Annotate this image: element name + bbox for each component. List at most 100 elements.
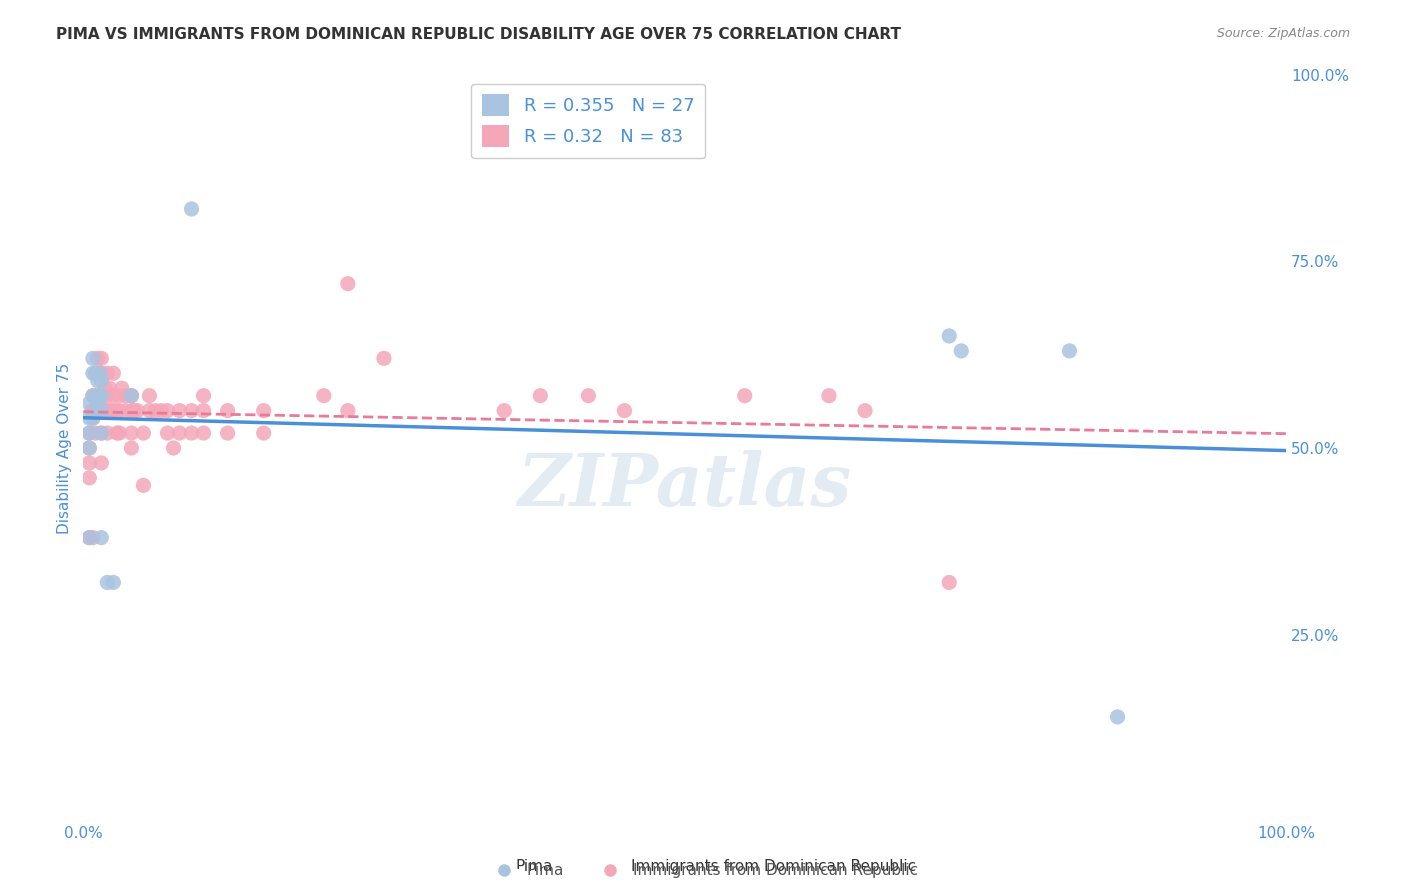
- Point: [114, 389, 136, 403]
- Point: [87, 389, 110, 403]
- Point: [89, 389, 111, 403]
- Point: [156, 403, 179, 417]
- Point: [90, 531, 112, 545]
- Point: [111, 381, 134, 395]
- Point: [79, 396, 101, 410]
- Point: [87, 351, 110, 366]
- Text: ZIPatlas: ZIPatlas: [517, 450, 852, 521]
- Point: [79, 441, 101, 455]
- Point: [312, 389, 335, 403]
- Point: [103, 575, 125, 590]
- Point: [253, 425, 276, 440]
- Point: [162, 441, 184, 455]
- Point: [180, 425, 202, 440]
- Point: [89, 389, 111, 403]
- Point: [105, 425, 128, 440]
- Point: [336, 277, 359, 291]
- Point: [734, 389, 756, 403]
- Point: [84, 366, 107, 380]
- Text: Pima: Pima: [516, 859, 553, 874]
- Point: [529, 389, 551, 403]
- Point: [96, 575, 118, 590]
- Point: [84, 389, 107, 403]
- Point: [90, 351, 112, 366]
- Point: [79, 441, 101, 455]
- Point: [96, 366, 118, 380]
- Point: [120, 425, 142, 440]
- Point: [103, 389, 125, 403]
- Point: [336, 403, 359, 417]
- Point: [938, 329, 960, 343]
- Point: [82, 411, 104, 425]
- Point: [96, 389, 118, 403]
- Point: [84, 366, 107, 380]
- Point: [90, 403, 112, 417]
- Point: [108, 389, 131, 403]
- Point: [82, 411, 104, 425]
- Point: [79, 471, 101, 485]
- Point: [132, 425, 155, 440]
- Point: [120, 441, 142, 455]
- Point: [169, 403, 191, 417]
- Point: [79, 411, 101, 425]
- Point: [120, 403, 142, 417]
- Point: [80, 403, 103, 417]
- Point: [98, 381, 121, 395]
- Point: [82, 389, 104, 403]
- Y-axis label: Disability Age Over 75: Disability Age Over 75: [58, 362, 72, 533]
- Point: [180, 202, 202, 216]
- Legend: R = 0.355   N = 27, R = 0.32   N = 83: R = 0.355 N = 27, R = 0.32 N = 83: [471, 84, 706, 158]
- Point: [138, 403, 160, 417]
- Point: [1107, 710, 1129, 724]
- Point: [87, 374, 110, 388]
- Point: [82, 531, 104, 545]
- Point: [950, 343, 973, 358]
- Point: [82, 351, 104, 366]
- Point: [114, 403, 136, 417]
- Point: [150, 403, 173, 417]
- Point: [180, 403, 202, 417]
- Point: [132, 478, 155, 492]
- Point: [90, 456, 112, 470]
- Point: [145, 403, 167, 417]
- Point: [79, 531, 101, 545]
- Point: [96, 403, 118, 417]
- Text: PIMA VS IMMIGRANTS FROM DOMINICAN REPUBLIC DISABILITY AGE OVER 75 CORRELATION CH: PIMA VS IMMIGRANTS FROM DOMINICAN REPUBL…: [56, 27, 901, 42]
- Point: [79, 531, 101, 545]
- Point: [193, 403, 215, 417]
- Point: [127, 403, 149, 417]
- Point: [156, 425, 179, 440]
- Point: [494, 403, 516, 417]
- Point: [108, 425, 131, 440]
- Text: Immigrants from Dominican Republic: Immigrants from Dominican Republic: [631, 859, 915, 874]
- Point: [217, 403, 239, 417]
- Point: [103, 366, 125, 380]
- Point: [103, 403, 125, 417]
- Point: [90, 389, 112, 403]
- Point: [120, 389, 142, 403]
- Point: [90, 374, 112, 388]
- Point: [89, 366, 111, 380]
- Point: [120, 389, 142, 403]
- Point: [84, 403, 107, 417]
- Point: [90, 366, 112, 380]
- Point: [87, 403, 110, 417]
- Point: [253, 403, 276, 417]
- Point: [938, 575, 960, 590]
- Point: [94, 403, 117, 417]
- Point: [90, 389, 112, 403]
- Legend: Pima, Immigrants from Dominican Republic: Pima, Immigrants from Dominican Republic: [482, 857, 924, 884]
- Point: [90, 425, 112, 440]
- Point: [84, 425, 107, 440]
- Point: [373, 351, 395, 366]
- Point: [79, 456, 101, 470]
- Point: [1059, 343, 1081, 358]
- Point: [90, 403, 112, 417]
- Point: [98, 403, 121, 417]
- Point: [613, 403, 636, 417]
- Text: Source: ZipAtlas.com: Source: ZipAtlas.com: [1216, 27, 1350, 40]
- Point: [217, 425, 239, 440]
- Point: [87, 366, 110, 380]
- Point: [90, 425, 112, 440]
- Point: [94, 381, 117, 395]
